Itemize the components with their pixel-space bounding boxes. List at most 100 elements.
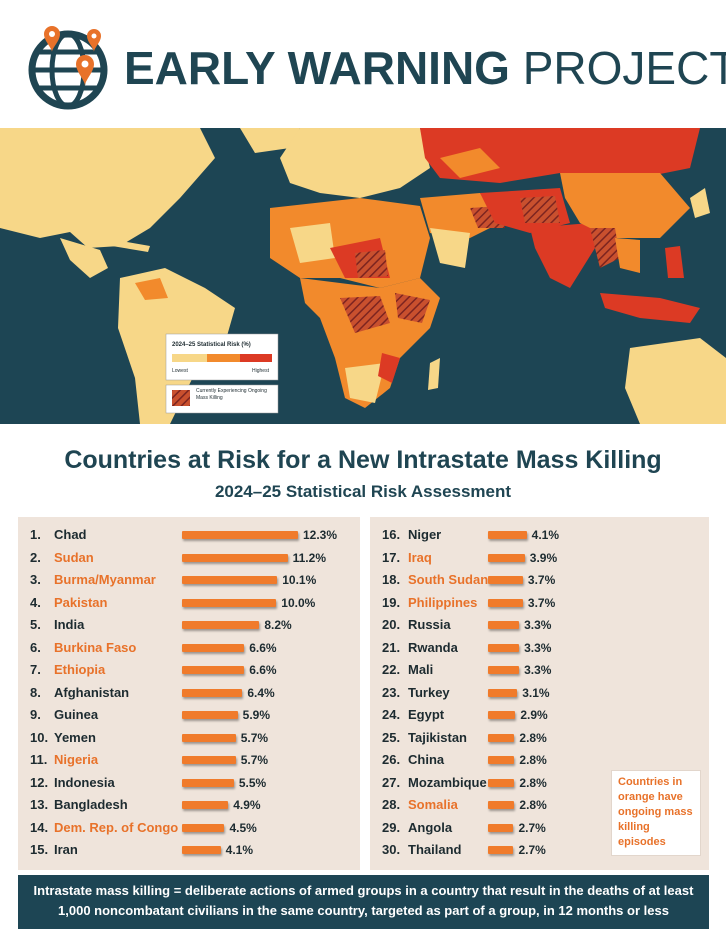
- footer-line-2: 1,000 noncombatant civilians in the same…: [58, 903, 669, 918]
- rank-number: 4.: [30, 594, 41, 610]
- rank-number: 9.: [30, 707, 41, 722]
- ranking-row: 13. Bangladesh 4.9%: [30, 794, 358, 816]
- country-name: Somalia: [408, 797, 458, 812]
- risk-value-label: 2.8%: [519, 798, 547, 812]
- globe-pin-icon: [28, 26, 108, 110]
- risk-bar: [182, 666, 245, 674]
- ranking-row: 26. China 2.8%: [382, 749, 707, 771]
- risk-value-label: 4.1%: [225, 843, 254, 857]
- risk-value-label: 10.0%: [281, 595, 316, 610]
- risk-value-label: 2.8%: [519, 730, 547, 745]
- legend-high: Highest: [252, 368, 270, 374]
- ranking-panel-left: 1. Chad 12.3% 2. Sudan 11.2% 3. Burma/Myanmar 10…: [18, 517, 360, 870]
- country-name: Indonesia: [54, 774, 115, 790]
- chart-title: Countries at Risk for a New Intrastate M…: [64, 446, 662, 474]
- risk-bar: [488, 553, 525, 562]
- ranking-row: 2. Sudan 11.2%: [30, 547, 358, 569]
- rank-number: 28.: [382, 797, 401, 812]
- country-name: Pakistan: [54, 594, 108, 610]
- logo-wordmark: EARLY WARNING PROJECT: [124, 38, 726, 98]
- rank-number: 17.: [382, 549, 401, 565]
- logo-word-light: PROJECT: [522, 42, 726, 94]
- risk-bar: [182, 643, 245, 652]
- risk-value-label: 6.4%: [247, 685, 275, 700]
- risk-bar: [488, 778, 515, 787]
- risk-value-label: 11.2%: [292, 550, 326, 565]
- rank-number: 20.: [382, 617, 401, 632]
- country-name: Ethiopia: [54, 662, 106, 677]
- rank-number: 14.: [30, 819, 49, 835]
- country-name: Philippines: [408, 594, 478, 610]
- risk-bar: [488, 621, 520, 629]
- country-name: Angola: [408, 819, 453, 835]
- risk-value-label: 4.9%: [233, 798, 261, 812]
- risk-value-label: 5.5%: [238, 775, 267, 790]
- legend-title: 2024–25 Statistical Risk (%): [172, 342, 251, 348]
- rank-number: 27.: [382, 774, 401, 790]
- definition-footer: Intrastate mass killing = deliberate act…: [18, 875, 709, 929]
- footer-line-1: Intrastate mass killing = deliberate act…: [33, 883, 694, 898]
- ranking-row: 7. Ethiopia 6.6%: [30, 659, 358, 681]
- rank-number: 11.: [30, 752, 48, 767]
- risk-value-label: 12.3%: [303, 528, 338, 542]
- risk-value-label: 2.9%: [520, 708, 548, 722]
- risk-value-label: 6.6%: [249, 640, 277, 655]
- ranking-panel-right: 16. Niger 4.1% 17. Iraq 3.9% 18. South Sudan 3.7…: [370, 517, 709, 870]
- country-name: Guinea: [54, 707, 99, 722]
- country-name: Mozambique: [408, 774, 487, 790]
- rank-number: 12.: [30, 774, 49, 790]
- rank-number: 3.: [30, 572, 41, 587]
- risk-bar: [488, 756, 515, 764]
- risk-bar: [182, 823, 225, 832]
- country-name: Nigeria: [54, 752, 99, 767]
- risk-bar: [182, 778, 234, 787]
- risk-bar: [182, 576, 278, 584]
- risk-bar: [488, 643, 520, 652]
- risk-value-label: 2.8%: [519, 775, 547, 790]
- risk-value-label: 4.5%: [229, 820, 257, 835]
- ranking-row: 6. Burkina Faso 6.6%: [30, 637, 358, 659]
- risk-value-label: 3.9%: [529, 550, 558, 565]
- risk-value-label: 3.1%: [522, 685, 550, 700]
- country-name: Sudan: [54, 549, 94, 565]
- ranking-row: 16. Niger 4.1%: [382, 524, 707, 546]
- country-name: Egypt: [408, 707, 445, 722]
- risk-bar: [182, 688, 243, 697]
- risk-value-label: 3.3%: [524, 618, 552, 632]
- ranking-row: 5. India 8.2%: [30, 614, 358, 636]
- country-name: Thailand: [408, 842, 462, 857]
- map-legend: 2024–25 Statistical Risk (%) Lowest High…: [165, 333, 279, 414]
- risk-bar: [488, 666, 520, 674]
- rank-number: 2.: [30, 549, 41, 565]
- rank-number: 30.: [382, 842, 401, 857]
- ranking-row: 19. Philippines 3.7%: [382, 592, 707, 614]
- header: EARLY WARNING PROJECT: [0, 0, 726, 128]
- risk-map: 2024–25 Statistical Risk (%) Lowest High…: [0, 128, 726, 424]
- ranking-row: 11. Nigeria 5.7%: [30, 749, 358, 771]
- ranking-row: 25. Tajikistan 2.8%: [382, 727, 707, 749]
- risk-bar: [488, 688, 518, 697]
- risk-value-label: 10.1%: [282, 573, 317, 587]
- ranking-row: 17. Iraq 3.9%: [382, 547, 707, 569]
- ranking-row: 8. Afghanistan 6.4%: [30, 682, 358, 704]
- risk-value-label: 6.6%: [249, 663, 277, 677]
- country-name: Afghanistan: [54, 684, 130, 700]
- rank-number: 23.: [382, 684, 401, 700]
- rank-number: 10.: [30, 729, 49, 745]
- risk-bar: [182, 553, 288, 562]
- logo-word-bold: EARLY WARNING: [124, 42, 510, 94]
- risk-value-label: 2.8%: [519, 753, 547, 767]
- country-name: Rwanda: [408, 639, 458, 655]
- risk-value-label: 3.7%: [527, 573, 556, 587]
- risk-bar: [182, 733, 236, 742]
- country-name: Burma/Myanmar: [54, 572, 156, 587]
- risk-value-label: 3.3%: [524, 663, 552, 677]
- ranking-row: 18. South Sudan 3.7%: [382, 569, 707, 591]
- ranking-row: 15. Iran 4.1%: [30, 839, 358, 861]
- legend-low: Lowest: [172, 368, 188, 374]
- ranking-row: 23. Turkey 3.1%: [382, 682, 707, 704]
- risk-value-label: 3.7%: [527, 595, 556, 610]
- country-name: Mali: [408, 662, 434, 677]
- country-name: Chad: [54, 527, 87, 542]
- ranking-row: 9. Guinea 5.9%: [30, 704, 358, 726]
